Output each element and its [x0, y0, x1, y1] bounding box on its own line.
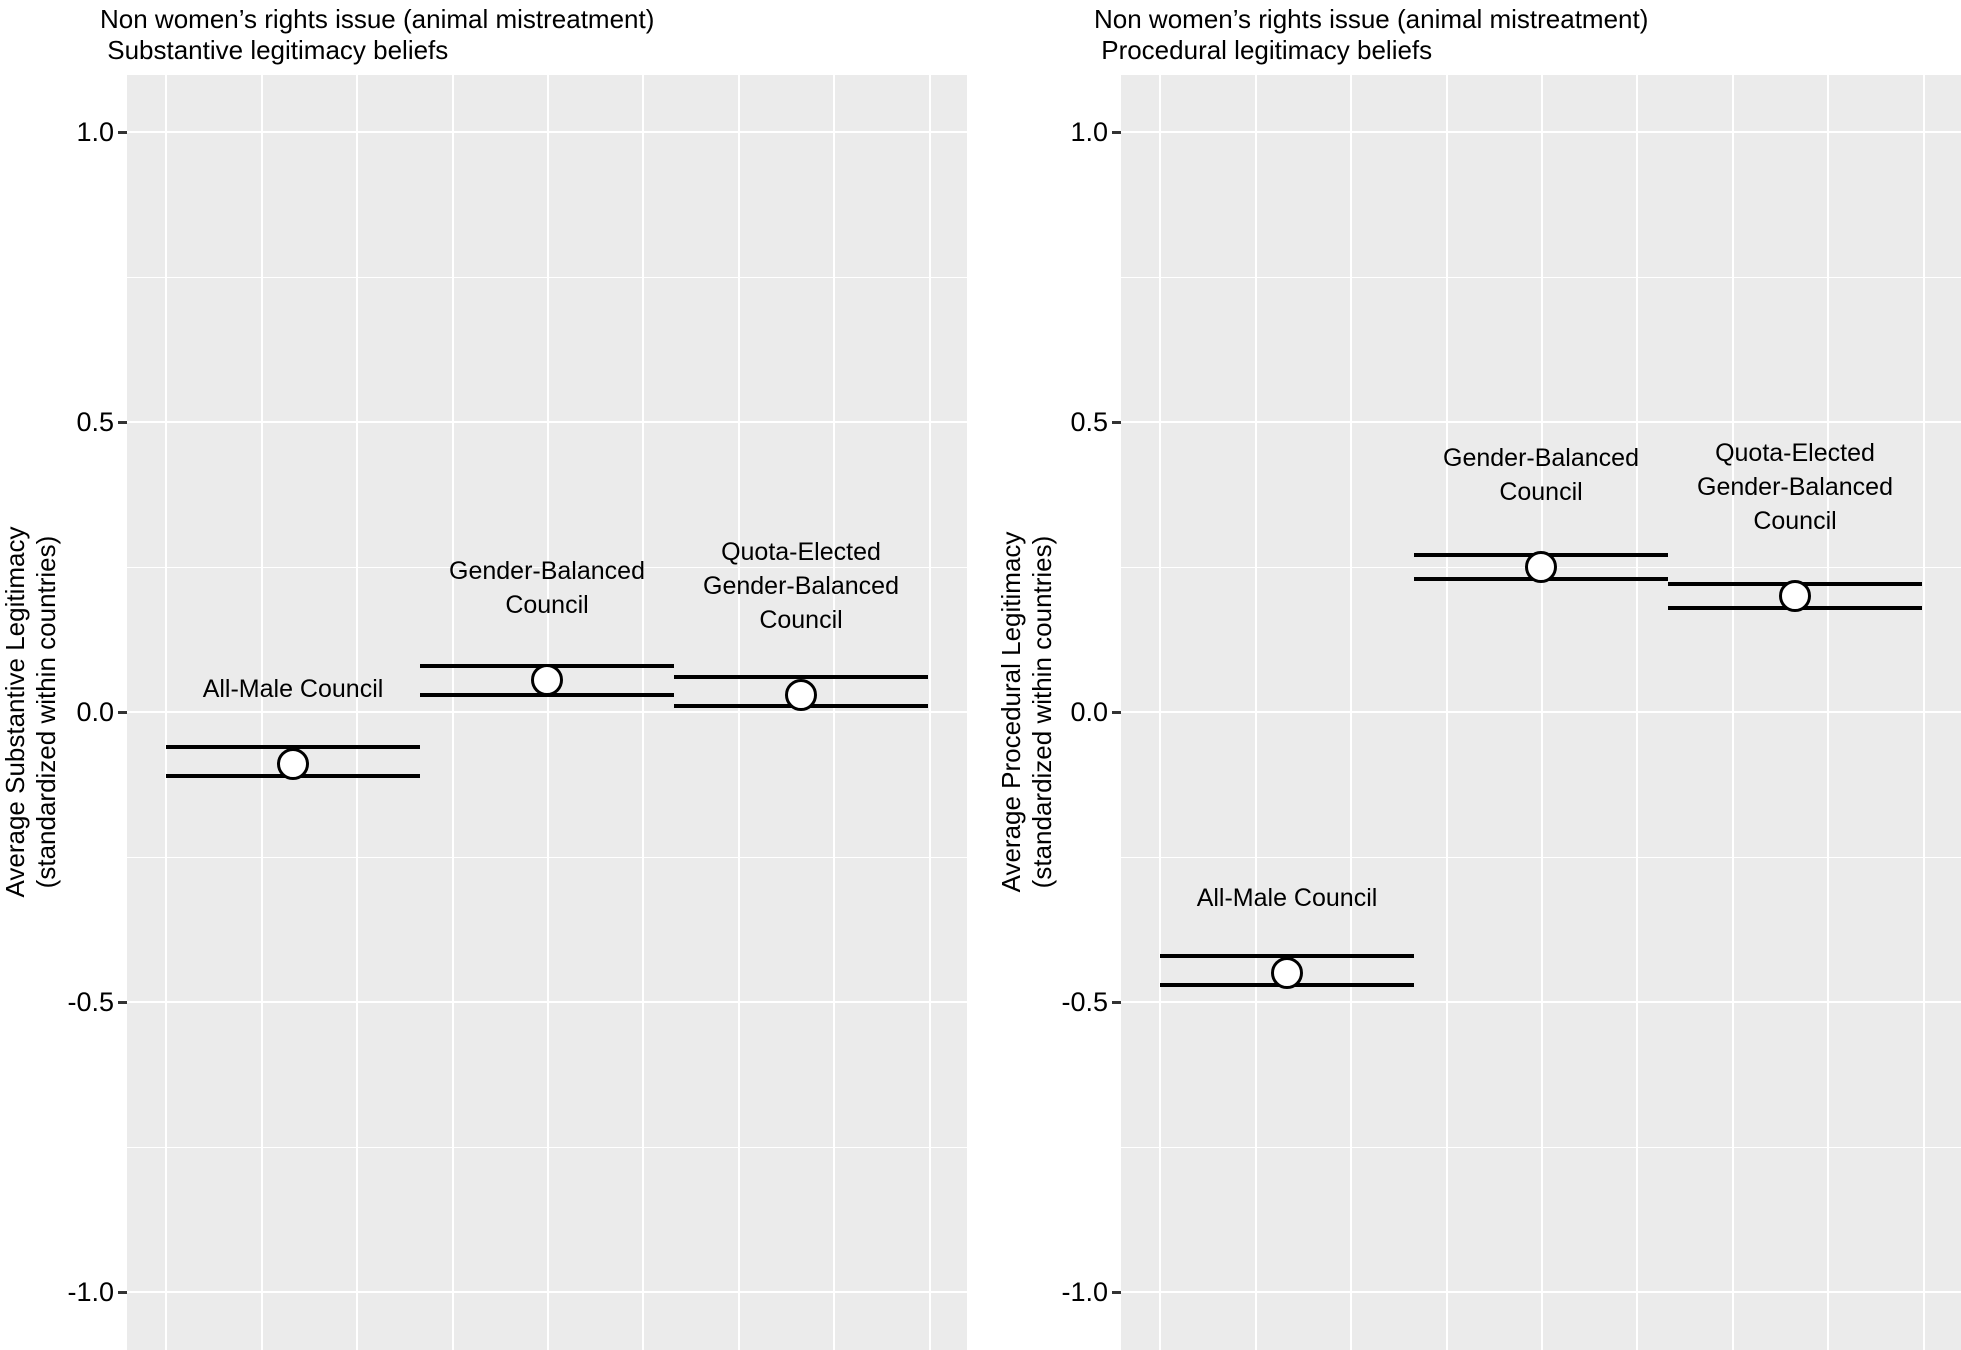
condition-label-line: Quota-Elected: [1715, 439, 1875, 467]
v-gridline: [737, 75, 740, 1350]
v-gridline: [1636, 75, 1639, 1350]
v-gridline: [546, 75, 549, 1350]
v-gridline: [356, 75, 359, 1350]
y-tick-mark: [118, 130, 127, 134]
v-gridline: [1254, 75, 1257, 1350]
y-tick-mark: [1112, 420, 1121, 424]
y-tick-label: 1.0: [1070, 117, 1108, 147]
chart-title-line-1: Non women’s rights issue (animal mistrea…: [100, 4, 655, 34]
condition-label: Quota-Elected Gender-Balanced Council: [1575, 436, 1961, 538]
point-marker: [1271, 957, 1303, 989]
y-tick-mark: [118, 710, 127, 714]
y-tick-label: 0.0: [76, 697, 114, 727]
y-tick-mark: [1112, 710, 1121, 714]
point-marker: [785, 678, 817, 711]
v-gridline: [1159, 75, 1162, 1350]
condition-label-line: Gender-Balanced: [1697, 473, 1893, 501]
condition-label-line: Gender-Balanced: [703, 571, 899, 600]
y-tick-label: -0.5: [1061, 987, 1108, 1017]
y-tick-label: 1.0: [76, 117, 114, 147]
chart-title-line-2: Procedural legitimacy beliefs: [1094, 35, 1433, 65]
y-tick-label: -1.0: [1061, 1277, 1108, 1307]
v-gridline: [1445, 75, 1448, 1350]
condition-label: All-Male Council: [1067, 881, 1507, 915]
y-tick-mark: [1112, 1290, 1121, 1294]
y-tick-mark: [118, 1000, 127, 1004]
v-gridline: [1827, 75, 1830, 1350]
v-gridline: [451, 75, 454, 1350]
point-marker: [531, 664, 563, 697]
v-gridline: [1731, 75, 1734, 1350]
error-bar-upper: [674, 675, 928, 680]
condition-label-line: Council: [1753, 507, 1837, 535]
condition-label-line: Quota-Elected: [721, 537, 881, 566]
y-tick-mark: [1112, 130, 1121, 134]
y-tick-mark: [118, 420, 127, 424]
v-gridline: [1922, 75, 1925, 1350]
chart-title-line-1: Non women’s rights issue (animal mistrea…: [1094, 4, 1649, 34]
error-bar-upper: [1160, 953, 1414, 958]
y-tick-label: 0.0: [1070, 697, 1108, 727]
chart-title: Non women’s rights issue (animal mistrea…: [100, 4, 654, 66]
v-gridline: [833, 75, 836, 1350]
condition-label-line: Council: [759, 605, 843, 634]
y-tick-label: 0.5: [76, 407, 114, 437]
y-tick-label: -0.5: [67, 987, 114, 1017]
v-gridline: [642, 75, 645, 1350]
y-tick-mark: [118, 1290, 127, 1294]
condition-label: All-Male Council: [73, 672, 513, 706]
point-marker: [1779, 580, 1811, 612]
v-gridline: [928, 75, 931, 1350]
plot-panel: All-Male Council Gender-Balanced Council Qu…: [127, 75, 967, 1350]
condition-label: Quota-Elected Gender-Balanced Council: [581, 535, 1021, 637]
plot-panel: All-Male Council Gender-Balanced Council Qu…: [1121, 75, 1961, 1350]
point-marker: [1525, 551, 1557, 583]
v-gridline: [1350, 75, 1353, 1350]
chart-title: Non women’s rights issue (animal mistrea…: [1094, 4, 1648, 66]
condition-label-line: All-Male Council: [202, 675, 384, 704]
y-tick-label: 0.5: [1070, 407, 1108, 437]
y-tick-mark: [1112, 1000, 1121, 1004]
v-gridline: [1540, 75, 1543, 1350]
condition-label-line: All-Male Council: [1196, 884, 1378, 912]
chart-title-line-2: Substantive legitimacy beliefs: [100, 35, 449, 65]
v-gridline: [165, 75, 168, 1350]
y-tick-label: -1.0: [67, 1277, 114, 1307]
point-marker: [277, 748, 309, 781]
error-bar-upper: [166, 744, 420, 749]
v-gridline: [260, 75, 263, 1350]
